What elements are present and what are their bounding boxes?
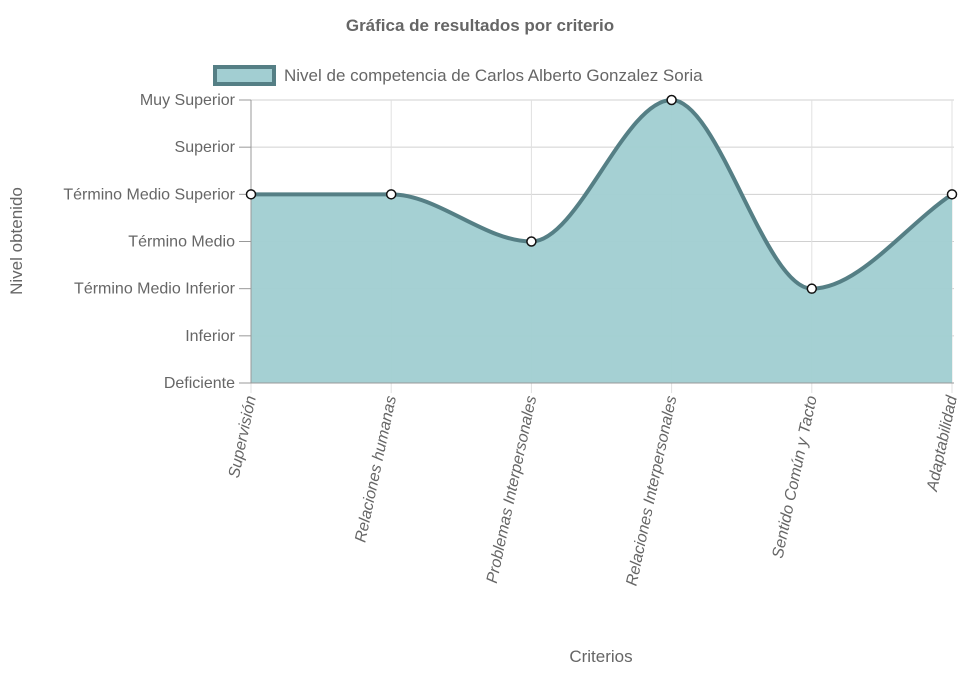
x-tick-label: Problemas Interpersonales xyxy=(484,394,540,585)
y-tick-label: Término Medio xyxy=(128,234,235,251)
y-tick-label: Superior xyxy=(175,139,236,156)
y-tick-labels: Deficiente Inferior Término Medio Inferior… xyxy=(63,92,235,392)
data-points xyxy=(245,94,958,294)
y-tick-label: Muy Superior xyxy=(140,92,236,109)
data-point[interactable] xyxy=(245,189,257,200)
legend-swatch xyxy=(213,65,276,86)
series-area-fill xyxy=(251,100,952,383)
y-axis-title: Nivel obtenido xyxy=(7,187,26,295)
data-point[interactable] xyxy=(666,94,677,106)
x-tick-label: Adaptabilidad xyxy=(924,393,958,493)
x-tick-labels: Supervisión Relaciones humanas Problemas I… xyxy=(226,393,958,587)
data-point[interactable] xyxy=(806,283,818,294)
axes xyxy=(239,99,954,384)
x-tick-label: Sentido Común y Tacto xyxy=(770,394,821,560)
legend[interactable]: Nivel de competencia de Carlos Alberto G… xyxy=(213,65,703,86)
x-tick-label: Supervisión xyxy=(226,394,260,479)
legend-label: Nivel de competencia de Carlos Alberto G… xyxy=(284,66,703,85)
y-tick-label: Inferior xyxy=(185,328,235,345)
data-point[interactable] xyxy=(946,189,958,200)
data-point[interactable] xyxy=(526,236,537,247)
x-axis-title: Criterios xyxy=(569,647,632,666)
x-tick-label: Relaciones humanas xyxy=(352,394,400,544)
x-tick-label: Relaciones Interpersonales xyxy=(624,394,681,587)
data-point[interactable] xyxy=(385,189,397,200)
y-tick-label: Deficiente xyxy=(164,375,235,392)
y-tick-label: Término Medio Superior xyxy=(63,186,235,203)
chart-title: Gráfica de resultados por criterio xyxy=(346,16,614,35)
y-tick-label: Término Medio Inferior xyxy=(74,281,236,298)
